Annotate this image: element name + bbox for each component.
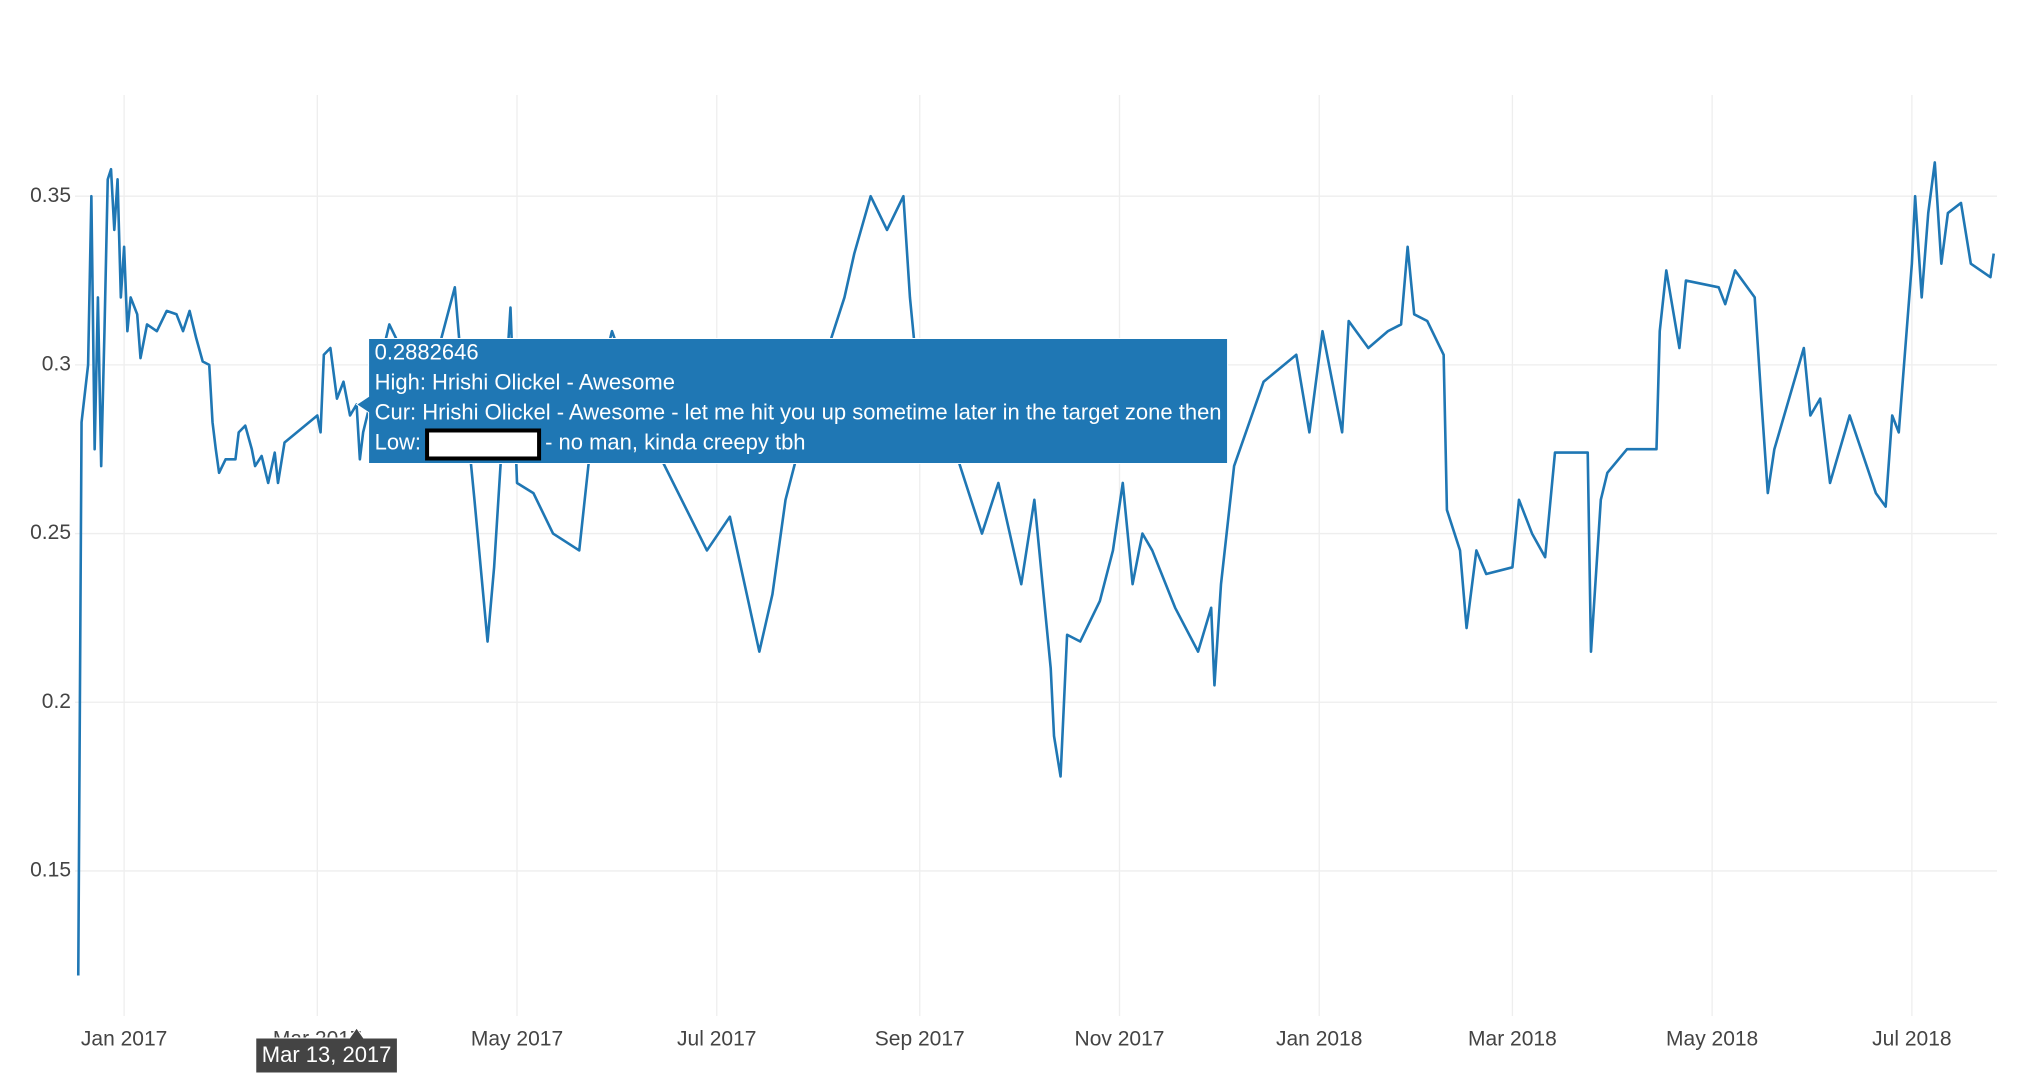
x-label-text: Mar 13, 2017 — [262, 1042, 392, 1067]
x-label-box — [255, 1027, 398, 1074]
x-tick-label: Jan 2018 — [1276, 1028, 1362, 1051]
y-tick-label: 0.35 — [30, 184, 71, 207]
x-tick-label: Jan 2017 — [81, 1028, 167, 1051]
x-tick-label: Jul 2018 — [1872, 1028, 1951, 1051]
x-tick-label: Mar 2018 — [1468, 1028, 1557, 1051]
hover-x-label: Mar 13, 2017 — [255, 1027, 398, 1074]
x-tick-label: Sep 2017 — [875, 1028, 965, 1051]
tooltip-high: High: Hrishi Olickel - Awesome — [375, 369, 675, 394]
x-tick-label: May 2017 — [471, 1028, 563, 1051]
tooltip-box — [355, 337, 1229, 464]
x-tick-label: Nov 2017 — [1075, 1028, 1165, 1051]
tooltip-cur: Cur: Hrishi Olickel - Awesome - let me h… — [375, 399, 1222, 424]
redaction-box — [425, 428, 542, 461]
x-tick-label: Jul 2017 — [677, 1028, 756, 1051]
y-tick-label: 0.25 — [30, 521, 71, 544]
line-series — [76, 161, 1996, 976]
hover-tooltip: 0.2882646 High: Hrishi Olickel - Awesome C… — [355, 337, 1229, 464]
tooltip-value: 0.2882646 — [375, 339, 479, 364]
x-tick-label: May 2018 — [1666, 1028, 1758, 1051]
grid — [75, 95, 1997, 1016]
y-tick-label: 0.15 — [30, 858, 71, 881]
y-tick-label: 0.2 — [42, 690, 71, 713]
tooltip-low-text: - no man, kinda creepy tbh — [545, 429, 805, 454]
y-tick-label: 0.3 — [42, 352, 71, 375]
tooltip-low-label: Low: — [375, 429, 421, 454]
